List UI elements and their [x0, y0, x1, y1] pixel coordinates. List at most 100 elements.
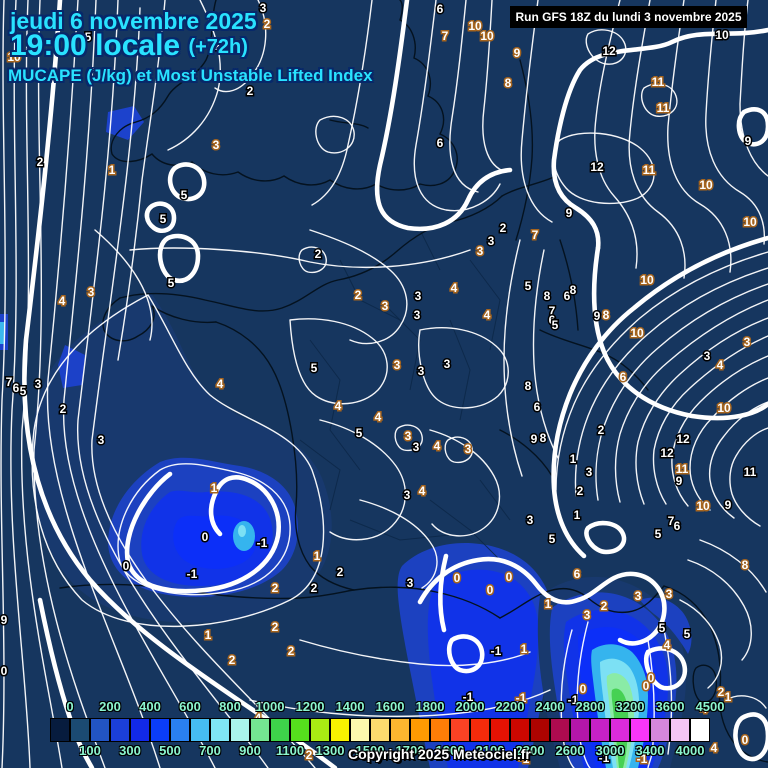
map-number: 2	[500, 221, 507, 235]
map-number: 0	[506, 570, 513, 584]
map-number: 3	[382, 299, 389, 313]
copyright-text: Copyright 2025 Meteociel.fr	[348, 746, 531, 762]
map-number: 0	[742, 733, 749, 747]
map-number: 2	[355, 288, 362, 302]
map-number: 2	[577, 484, 584, 498]
map-number: 4	[484, 308, 491, 322]
map-number: 3	[418, 364, 425, 378]
map-number: 2	[247, 84, 254, 98]
map-number: 5	[549, 532, 556, 546]
map-number: -1	[491, 644, 502, 658]
map-number: 2	[264, 17, 271, 31]
map-number: 3	[414, 308, 421, 322]
map-number: 3	[413, 440, 420, 454]
map-number: 2	[337, 565, 344, 579]
map-number: 3	[394, 358, 401, 372]
map-number: 3	[704, 349, 711, 363]
map-number: 4	[59, 294, 66, 308]
map-number: 3	[88, 285, 95, 299]
map-number: 2	[37, 155, 44, 169]
map-number: 1	[211, 481, 218, 495]
map-number: 5	[181, 188, 188, 202]
map-number: 6	[620, 370, 627, 384]
map-number: 5	[20, 384, 27, 398]
map-number: 3	[98, 433, 105, 447]
map-number: 2	[315, 247, 322, 261]
map-number: 2	[598, 423, 605, 437]
map-number: 8	[544, 289, 551, 303]
map-number: 5	[525, 279, 532, 293]
map-number: -1	[516, 691, 527, 705]
map-number: 3	[744, 335, 751, 349]
map-number: 3	[584, 608, 591, 622]
map-number: 5	[684, 627, 691, 641]
map-number: -1	[637, 752, 648, 766]
map-number: 1	[314, 549, 321, 563]
map-number: 7	[6, 375, 13, 389]
map-number: 2	[311, 581, 318, 595]
map-number: 2	[272, 620, 279, 634]
map-number: 12	[676, 432, 690, 446]
map-number: 9	[725, 498, 732, 512]
map-number: 9	[531, 432, 538, 446]
map-number: 2	[229, 653, 236, 667]
map-number: 6	[674, 519, 681, 533]
map-number: 4	[451, 281, 458, 295]
map-number: -1	[463, 690, 474, 704]
map-number: 4	[701, 702, 708, 716]
map-number: 0	[202, 530, 209, 544]
map-number: 0	[643, 679, 650, 693]
map-number: 0	[487, 583, 494, 597]
map-number: 9	[676, 474, 683, 488]
map-number: 8	[505, 76, 512, 90]
map-number: 3	[444, 357, 451, 371]
model-run-info-text: Run GFS 18Z du lundi 3 novembre 2025	[515, 10, 742, 24]
map-number: 6	[564, 289, 571, 303]
map-number: 11	[643, 163, 656, 177]
map-number: 10	[480, 29, 494, 43]
map-number: 3	[405, 429, 412, 443]
map-number: 10	[7, 50, 21, 64]
map-number: 10	[468, 19, 482, 33]
map-number: 0	[648, 671, 655, 685]
map-number: 12	[602, 44, 616, 58]
map-number: 1	[545, 597, 552, 611]
map-number: 11	[652, 75, 665, 89]
map-number: 5	[160, 212, 167, 226]
map-number: 3	[635, 589, 642, 603]
map-number: 4	[711, 741, 718, 755]
map-number: 3	[404, 488, 411, 502]
map-number: 2	[601, 599, 608, 613]
map-number: 11	[744, 465, 757, 479]
map-number: 4	[419, 484, 426, 498]
map-number: 10	[715, 28, 729, 42]
map-number: 2	[214, 39, 221, 53]
map-number: 6	[437, 2, 444, 16]
map-number: 10	[717, 401, 731, 415]
map-number: 4	[255, 711, 262, 725]
map-number: 6	[13, 381, 20, 395]
map-number: 5	[356, 426, 363, 440]
map-number: 7	[549, 304, 556, 318]
map-number: 8	[603, 308, 610, 322]
map-number: 2	[272, 581, 279, 595]
page-subtitle: MUCAPE (J/kg) et Most Unstable Lifted In…	[8, 66, 373, 85]
map-number: 3	[465, 442, 472, 456]
model-run-info-box: Run GFS 18Z du lundi 3 novembre 2025	[510, 6, 747, 28]
map-number: 7	[668, 514, 675, 528]
map-number: 2	[306, 748, 313, 762]
map-number: 3	[666, 587, 673, 601]
map-number: 6	[574, 567, 581, 581]
map-number: 7	[532, 228, 539, 242]
map-number: 2	[718, 685, 725, 699]
map-number: 4	[375, 410, 382, 424]
map-number: 1	[725, 690, 732, 704]
map-number: 8	[525, 379, 532, 393]
map-number: 6	[549, 313, 556, 327]
map-number: 2	[288, 644, 295, 658]
thick-contours	[22, 0, 768, 768]
map-number: 1	[109, 163, 116, 177]
